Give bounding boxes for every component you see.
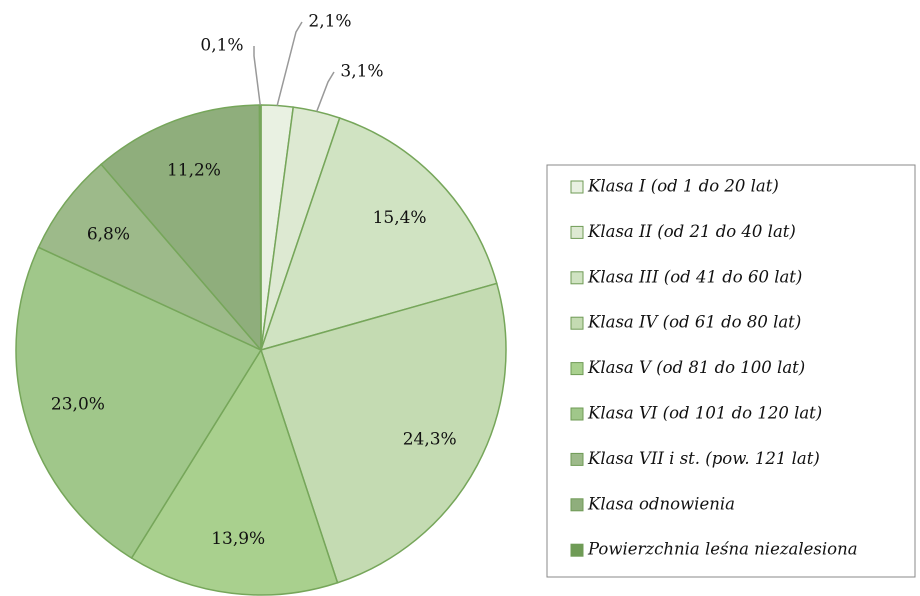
legend-label: Klasa odnowienia [587, 494, 735, 513]
data-label: 6,8% [87, 224, 130, 244]
pie-slice [130, 348, 339, 596]
leader-line [316, 71, 335, 112]
legend-swatch [570, 180, 584, 194]
data-label: 23,0% [51, 394, 105, 414]
legend-swatch [570, 498, 584, 512]
pie-slice [260, 282, 507, 584]
pie-slice [258, 104, 262, 351]
data-label: 13,9% [211, 529, 265, 549]
legend-label: Klasa I (od 1 do 20 lat) [587, 177, 779, 196]
legend-swatch [570, 543, 584, 557]
legend-box [546, 164, 916, 578]
pie-slice [100, 104, 262, 353]
legend-label: Klasa III (od 41 do 60 lat) [587, 267, 802, 286]
legend-swatch [570, 271, 584, 285]
legend-swatch [570, 225, 584, 239]
data-label: 2,1% [308, 12, 351, 32]
legend-label: Klasa IV (od 61 do 80 lat) [587, 313, 801, 332]
leader-line [276, 21, 303, 106]
data-label: 24,3% [403, 429, 457, 449]
legend-swatch [570, 362, 584, 376]
data-label: 0,1% [200, 36, 243, 56]
legend-label: Powierzchnia leśna niezalesiona [587, 540, 858, 559]
legend-label: Klasa VI (od 101 do 120 lat) [587, 404, 822, 423]
data-label: 3,1% [340, 62, 383, 82]
legend-label: Klasa V (od 81 do 100 lat) [587, 358, 805, 377]
legend-swatch [570, 316, 584, 330]
legend-label: Klasa VII i st. (pow. 121 lat) [587, 449, 820, 468]
legend-swatch [570, 452, 584, 466]
data-label: 15,4% [373, 208, 427, 228]
pie-slice [15, 246, 263, 560]
pie-slice [37, 163, 262, 351]
data-label: 11,2% [167, 161, 221, 181]
pie-slice [259, 117, 498, 352]
legend-label: Klasa II (od 21 do 40 lat) [587, 222, 796, 241]
leader-line [253, 46, 261, 106]
legend-swatch [570, 407, 584, 421]
